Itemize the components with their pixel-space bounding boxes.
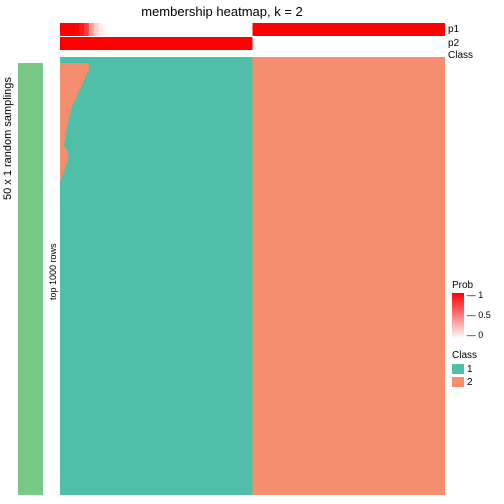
- prob-legend: Prob — 1— 0.5— 0: [452, 280, 499, 339]
- header-class: [60, 52, 445, 60]
- p2-label: p2: [448, 38, 459, 49]
- samplings-label: 50 x 1 random samplings: [2, 186, 14, 200]
- heatmap-main: [60, 63, 445, 495]
- samplings-sidebar: [18, 63, 43, 495]
- class-legend: Class 12: [452, 350, 477, 389]
- rows-label: top 1000 rows: [48, 243, 58, 300]
- header-p2: [60, 37, 445, 50]
- plot-title: membership heatmap, k = 2: [0, 4, 444, 19]
- class-header-label: Class: [448, 50, 473, 61]
- p1-label: p1: [448, 24, 459, 35]
- header-p1: [60, 23, 445, 36]
